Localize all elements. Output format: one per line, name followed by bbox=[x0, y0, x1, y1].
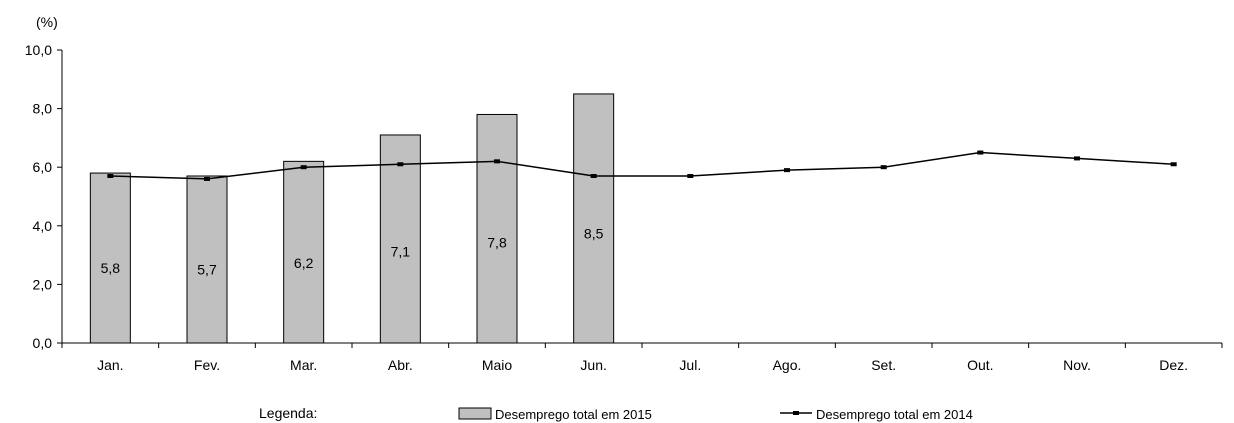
bar-value-label: 5,7 bbox=[197, 262, 217, 278]
line-2014-point bbox=[977, 150, 984, 155]
bar-value-label: 7,1 bbox=[391, 243, 411, 259]
bar-2015 bbox=[476, 113, 518, 344]
bar-2015 bbox=[379, 134, 421, 344]
bar-2015 bbox=[283, 160, 325, 344]
bar-series-2015 bbox=[89, 93, 615, 344]
y-tick-label: 6,0 bbox=[33, 159, 53, 175]
line-2014-point bbox=[204, 176, 210, 181]
line-2014-point bbox=[397, 162, 404, 167]
legend-marker-2014 bbox=[793, 411, 799, 415]
line-2014-point bbox=[1074, 156, 1080, 161]
line-series-2014 bbox=[107, 150, 1177, 181]
line-2014-point bbox=[590, 173, 597, 178]
bar-2015 bbox=[89, 172, 131, 344]
x-tick-label: Jun. bbox=[580, 357, 606, 373]
legend-swatch-2015 bbox=[458, 407, 492, 420]
x-tick-label: Nov. bbox=[1063, 357, 1091, 373]
line-2014-point bbox=[494, 159, 500, 164]
x-tick-label: Mar. bbox=[290, 357, 317, 373]
x-tick-label: Maio bbox=[482, 357, 513, 373]
bar-value-labels: 5,8 5,7 6,2 7,1 7,8 8,5 bbox=[101, 225, 604, 277]
x-tick-label: Set. bbox=[871, 357, 896, 373]
line-2014-point bbox=[687, 173, 694, 178]
line-2014-path bbox=[110, 151, 1174, 180]
x-tick-label: Out. bbox=[967, 357, 993, 373]
bar-value-label: 5,8 bbox=[101, 260, 121, 276]
line-2014-point bbox=[784, 168, 790, 173]
y-tick-label: 4,0 bbox=[33, 218, 53, 234]
line-2014-point bbox=[300, 165, 307, 170]
line-2014-point bbox=[107, 173, 114, 178]
line-2014-point bbox=[880, 165, 887, 170]
legend-label-2015: Desemprego total em 2015 bbox=[495, 407, 652, 422]
x-tick-label: Jul. bbox=[679, 357, 701, 373]
x-tick-label: Dez. bbox=[1159, 357, 1188, 373]
x-tick-label: Fev. bbox=[194, 357, 220, 373]
bar-2015 bbox=[186, 175, 228, 344]
bar-2015 bbox=[573, 93, 615, 344]
bar-value-label: 6,2 bbox=[294, 255, 314, 271]
legend-title: Legenda: bbox=[259, 405, 317, 421]
x-tick-label: Abr. bbox=[388, 357, 413, 373]
y-axis-unit-label: (%) bbox=[36, 14, 58, 30]
x-tick-label: Jan. bbox=[97, 357, 123, 373]
legend: Legenda: Desemprego total em 2015 Desemp… bbox=[259, 405, 973, 422]
legend-label-2014: Desemprego total em 2014 bbox=[816, 407, 973, 422]
y-tick-label: 8,0 bbox=[33, 101, 53, 117]
axes: 0,0 2,0 4,0 6,0 8,0 10,0 Jan. Fev. Mar. Abr. Maio J… bbox=[25, 42, 1223, 373]
y-tick-label: 0,0 bbox=[33, 335, 53, 351]
bar-value-label: 8,5 bbox=[584, 225, 604, 241]
x-tick-label: Ago. bbox=[773, 357, 802, 373]
y-tick-label: 10,0 bbox=[25, 42, 52, 58]
line-2014-point bbox=[1170, 162, 1177, 167]
y-tick-label: 2,0 bbox=[33, 276, 53, 292]
bar-value-label: 7,8 bbox=[487, 234, 507, 250]
